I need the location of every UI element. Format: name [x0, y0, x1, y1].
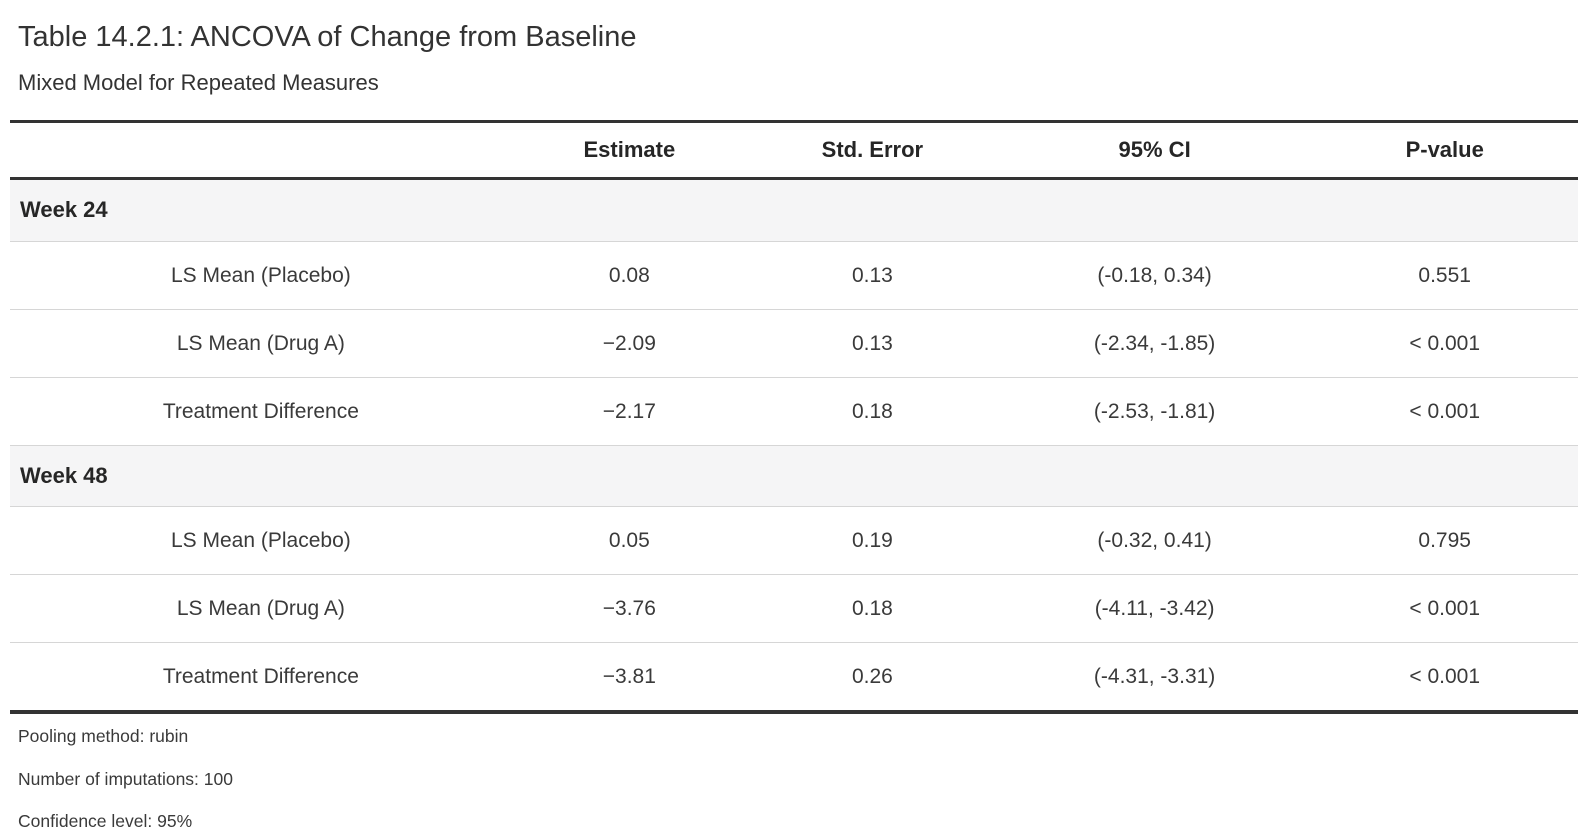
row-label-cell: LS Mean (Placebo) — [10, 506, 512, 575]
estimate-cell: −2.17 — [511, 376, 747, 446]
ci-cell: (-2.53, -1.81) — [997, 376, 1312, 446]
ancova-results-table: Estimate Std. Error 95% CI P-value Week … — [10, 120, 1578, 715]
ci-cell: (-4.11, -3.42) — [997, 574, 1312, 643]
table-body: Week 24 LS Mean (Placebo) 0.08 0.13 (-0.… — [10, 178, 1578, 713]
std-error-cell: 0.18 — [746, 376, 998, 446]
std-error-cell: 0.13 — [746, 308, 998, 378]
table-row: LS Mean (Placebo) 0.05 0.19 (-0.32, 0.41… — [10, 506, 1578, 575]
estimate-cell: 0.08 — [511, 240, 747, 310]
estimate-cell: −3.81 — [511, 642, 747, 713]
col-header-p-value: P-value — [1311, 121, 1578, 181]
footnote-pooling-method: Pooling method: rubin — [18, 726, 189, 747]
std-error-cell: 0.19 — [746, 506, 998, 575]
col-header-stub — [10, 121, 512, 181]
p-value-cell: < 0.001 — [1311, 574, 1578, 643]
table-row: LS Mean (Placebo) 0.08 0.13 (-0.18, 0.34… — [10, 240, 1578, 310]
group-label: Week 48 — [10, 444, 1578, 507]
row-label-cell: LS Mean (Drug A) — [10, 574, 512, 643]
table-header: Estimate Std. Error 95% CI P-value — [10, 121, 1578, 181]
footnote-confidence-level: Confidence level: 95% — [18, 810, 193, 831]
row-label-cell: LS Mean (Placebo) — [10, 240, 512, 310]
std-error-cell: 0.18 — [746, 574, 998, 643]
table-subtitle: Mixed Model for Repeated Measures — [18, 69, 379, 95]
ci-cell: (-2.34, -1.85) — [997, 308, 1312, 378]
ci-cell: (-0.32, 0.41) — [997, 506, 1312, 575]
row-label-cell: Treatment Difference — [10, 376, 512, 446]
p-value-cell: 0.795 — [1311, 506, 1578, 575]
header-row: Estimate Std. Error 95% CI P-value — [10, 121, 1578, 181]
col-header-95-ci: 95% CI — [997, 121, 1312, 181]
ci-cell: (-4.31, -3.31) — [997, 642, 1312, 713]
table-row: Treatment Difference −2.17 0.18 (-2.53, … — [10, 376, 1578, 446]
col-header-estimate: Estimate — [511, 121, 747, 181]
std-error-cell: 0.26 — [746, 642, 998, 713]
footnotes: Pooling method: rubin Number of imputati… — [18, 727, 1578, 831]
estimate-cell: −2.09 — [511, 308, 747, 378]
table-row: Treatment Difference −3.81 0.26 (-4.31, … — [10, 642, 1578, 713]
table-title: Table 14.2.1: ANCOVA of Change from Base… — [18, 21, 637, 53]
std-error-cell: 0.13 — [746, 240, 998, 310]
group-header-week-24: Week 24 — [10, 178, 1578, 242]
row-label-cell: LS Mean (Drug A) — [10, 308, 512, 378]
p-value-cell: < 0.001 — [1311, 376, 1578, 446]
estimate-cell: −3.76 — [511, 574, 747, 643]
p-value-cell: < 0.001 — [1311, 308, 1578, 378]
table-row: LS Mean (Drug A) −2.09 0.13 (-2.34, -1.8… — [10, 308, 1578, 378]
p-value-cell: 0.551 — [1311, 240, 1578, 310]
row-label-cell: Treatment Difference — [10, 642, 512, 713]
footnote-imputations: Number of imputations: 100 — [18, 768, 233, 789]
estimate-cell: 0.05 — [511, 506, 747, 575]
col-header-std-error: Std. Error — [746, 121, 998, 181]
table-row: LS Mean (Drug A) −3.76 0.18 (-4.11, -3.4… — [10, 574, 1578, 643]
group-label: Week 24 — [10, 178, 1578, 242]
group-header-week-48: Week 48 — [10, 444, 1578, 507]
ci-cell: (-0.18, 0.34) — [997, 240, 1312, 310]
p-value-cell: < 0.001 — [1311, 642, 1578, 713]
